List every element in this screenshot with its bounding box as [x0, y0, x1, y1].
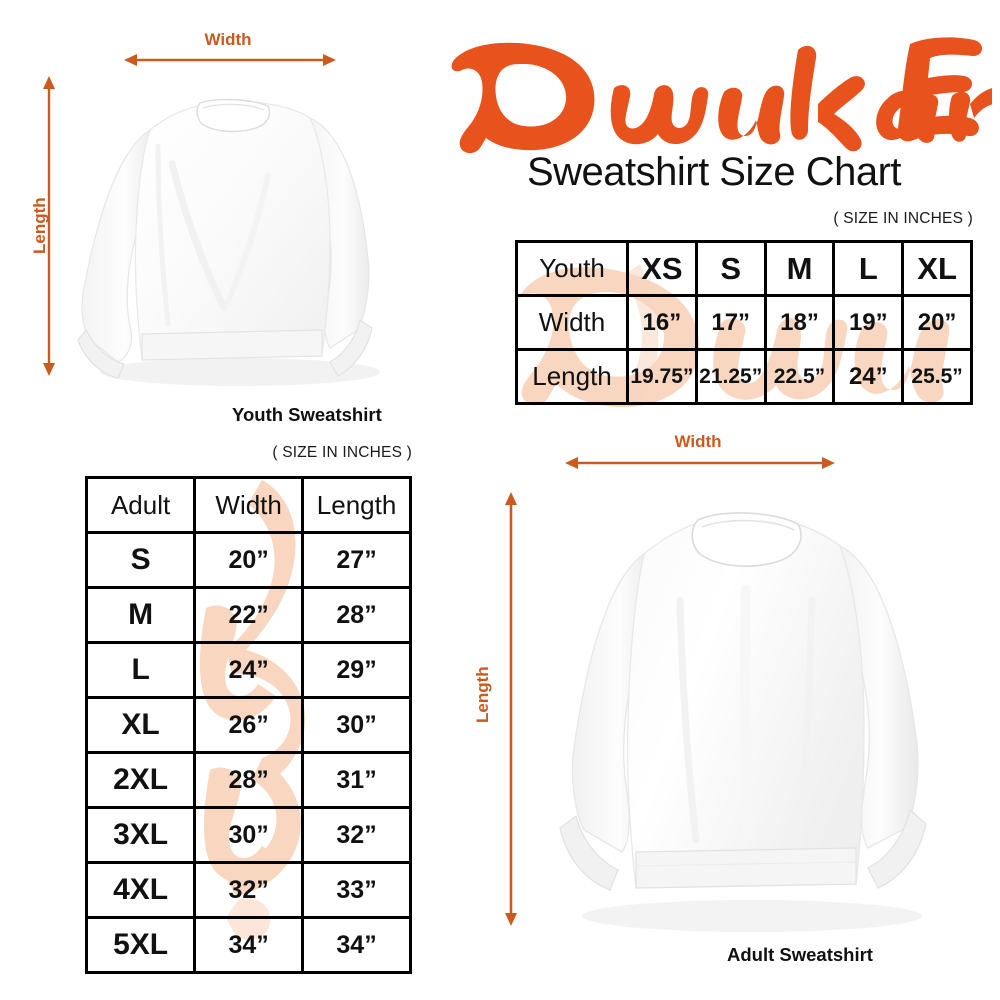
adult-length-cell: 29” [301, 641, 412, 699]
table-row: S 20” 27” [84, 531, 412, 589]
adult-size-cell: 3XL [84, 806, 197, 864]
adult-length-cell: 34” [301, 916, 412, 974]
adult-size-cell: M [84, 586, 197, 644]
table-row: Youth XS S M L XL [515, 240, 973, 297]
youth-length-m: 22.5” [763, 348, 836, 405]
table-row: 2XL 28” 31” [84, 751, 412, 809]
adult-width-cell: 32” [193, 861, 305, 919]
youth-size-xl: XL [901, 240, 973, 297]
youth-sweatshirt-caption: Youth Sweatshirt [232, 404, 382, 425]
adult-width-cell: 28” [193, 751, 305, 809]
adult-size-cell: 4XL [84, 861, 197, 919]
adult-length-label: Length [473, 666, 492, 723]
adult-length-cell: 28” [301, 586, 412, 644]
table-header-row: Adult Width Length [84, 476, 412, 534]
table-row: L 24” 29” [84, 641, 412, 699]
brand-logo [436, 26, 992, 156]
youth-size-s: S [694, 240, 767, 297]
adult-length-cell: 32” [301, 806, 412, 864]
youth-width-xl: 20” [901, 294, 973, 351]
youth-width-xs: 16” [626, 294, 698, 351]
adult-size-cell: 5XL [84, 916, 197, 974]
table-row: 3XL 30” 32” [84, 806, 412, 864]
adult-col-header-width: Width [193, 476, 305, 534]
units-note-youth: ( SIZE IN INCHES ) [833, 210, 973, 227]
table-row: 4XL 32” 33” [84, 861, 412, 919]
adult-sweatshirt-caption: Adult Sweatshirt [727, 944, 873, 965]
youth-size-xs: XS [626, 240, 698, 297]
adult-length-arrow [503, 492, 519, 926]
adult-size-cell: S [84, 531, 197, 589]
adult-width-cell: 30” [193, 806, 305, 864]
youth-width-m: 18” [763, 294, 836, 351]
adult-size-table: Adult Width Length S 20” 27” M 22” 28” L 24” 29”… [84, 476, 412, 974]
adult-length-cell: 31” [301, 751, 412, 809]
adult-size-cell: XL [84, 696, 197, 754]
adult-width-cell: 22” [193, 586, 305, 644]
youth-length-l: 24” [832, 348, 905, 405]
table-row: Width 16” 17” 18” 19” 20” [515, 294, 973, 351]
units-note-adult: ( SIZE IN INCHES ) [272, 444, 412, 461]
table-row: 5XL 34” 34” [84, 916, 412, 974]
youth-row-header-length: Length [515, 348, 629, 405]
youth-length-s: 21.25” [694, 348, 767, 405]
adult-col-header-length: Length [301, 476, 412, 534]
adult-width-cell: 24” [193, 641, 305, 699]
table-row: Length 19.75” 21.25” 22.5” 24” 25.5” [515, 348, 973, 405]
adult-length-cell: 33” [301, 861, 412, 919]
adult-width-cell: 26” [193, 696, 305, 754]
youth-length-arrow [41, 76, 57, 376]
youth-length-xs: 19.75” [626, 348, 698, 405]
adult-size-cell: 2XL [84, 751, 197, 809]
page-title: Sweatshirt Size Chart [526, 150, 902, 194]
youth-row-header-width: Width [515, 294, 629, 351]
youth-width-label: Width [204, 30, 252, 49]
table-row: M 22” 28” [84, 586, 412, 644]
youth-sweatshirt-image [72, 72, 402, 402]
adult-width-cell: 34” [193, 916, 305, 974]
adult-length-cell: 27” [301, 531, 412, 589]
adult-size-cell: L [84, 641, 197, 699]
adult-col-header-adult: Adult [84, 476, 197, 534]
table-row: XL 26” 30” [84, 696, 412, 754]
adult-length-cell: 30” [301, 696, 412, 754]
youth-size-table: Youth XS S M L XL Width 16” 17” 18” 19” … [515, 240, 973, 405]
youth-size-l: L [832, 240, 905, 297]
youth-width-l: 19” [832, 294, 905, 351]
adult-width-arrow [565, 455, 835, 471]
adult-width-cell: 20” [193, 531, 305, 589]
youth-width-arrow [124, 52, 336, 68]
youth-row-header-youth: Youth [515, 240, 629, 297]
youth-length-xl: 25.5” [901, 348, 973, 405]
adult-sweatshirt-image [540, 480, 960, 945]
adult-width-label: Width [674, 432, 722, 451]
youth-width-s: 17” [694, 294, 767, 351]
youth-size-m: M [763, 240, 836, 297]
